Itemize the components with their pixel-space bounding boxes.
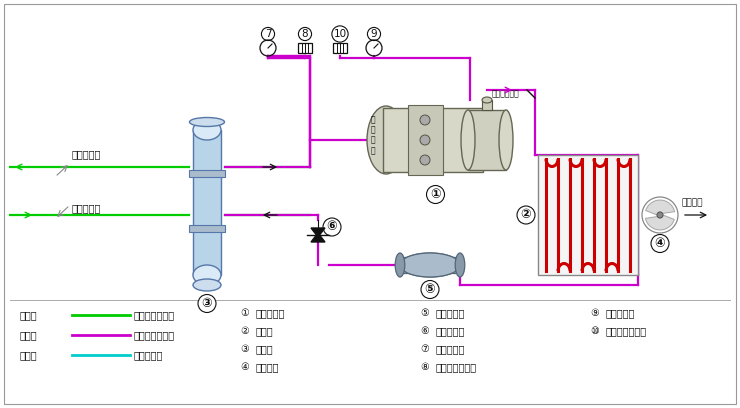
Ellipse shape xyxy=(193,279,221,291)
Ellipse shape xyxy=(455,253,465,277)
Bar xyxy=(193,130,221,275)
Text: ④: ④ xyxy=(240,362,249,372)
Text: 红色线: 红色线 xyxy=(20,330,38,340)
Ellipse shape xyxy=(461,110,475,170)
Polygon shape xyxy=(311,228,325,237)
Text: 制冷剂循环回路: 制冷剂循环回路 xyxy=(134,330,175,340)
Text: 水循环回路: 水循环回路 xyxy=(134,350,164,360)
Polygon shape xyxy=(646,200,675,215)
Text: 风向流动: 风向流动 xyxy=(682,198,704,207)
Ellipse shape xyxy=(395,253,405,277)
Text: 9: 9 xyxy=(371,29,377,39)
Ellipse shape xyxy=(193,265,221,285)
Text: 供液膨胀阀: 供液膨胀阀 xyxy=(436,326,465,336)
Bar xyxy=(538,155,638,275)
Polygon shape xyxy=(311,233,325,242)
Text: 10: 10 xyxy=(334,29,346,39)
Text: 载冷剂循环回路: 载冷剂循环回路 xyxy=(134,310,175,320)
Ellipse shape xyxy=(189,118,224,126)
Ellipse shape xyxy=(400,253,460,277)
Bar xyxy=(468,110,506,170)
Text: ①: ① xyxy=(240,308,249,318)
Text: ③: ③ xyxy=(202,297,212,310)
Text: 低
压
吸
气: 低 压 吸 气 xyxy=(371,115,375,155)
Text: 低压压力控制器: 低压压力控制器 xyxy=(436,362,477,372)
Text: 载冷剂出口: 载冷剂出口 xyxy=(72,149,101,159)
Text: ④: ④ xyxy=(655,237,665,250)
Text: ⑥: ⑥ xyxy=(420,326,428,336)
Ellipse shape xyxy=(499,110,513,170)
Bar xyxy=(383,108,483,172)
Text: ②: ② xyxy=(240,326,249,336)
Text: 冷却风扇: 冷却风扇 xyxy=(256,362,280,372)
Bar xyxy=(298,43,312,53)
Text: 8: 8 xyxy=(302,29,309,39)
Bar xyxy=(408,105,443,175)
Text: ⑥: ⑥ xyxy=(326,220,337,233)
Text: ⑩: ⑩ xyxy=(590,326,599,336)
Text: ③: ③ xyxy=(240,344,249,354)
Circle shape xyxy=(420,135,430,145)
Ellipse shape xyxy=(367,106,405,174)
Text: 绿色线: 绿色线 xyxy=(20,310,38,320)
Text: 干燥过滤器: 干燥过滤器 xyxy=(436,308,465,318)
Text: 7: 7 xyxy=(265,29,272,39)
Polygon shape xyxy=(645,215,674,230)
Bar xyxy=(482,100,492,110)
Text: 螺杆压缩机: 螺杆压缩机 xyxy=(256,308,286,318)
Text: 高压压力控制器: 高压压力控制器 xyxy=(606,326,647,336)
Text: 冷凝器: 冷凝器 xyxy=(256,326,274,336)
Text: ②: ② xyxy=(521,208,531,222)
Text: 载冷剂流入: 载冷剂流入 xyxy=(72,203,101,213)
Ellipse shape xyxy=(193,120,221,140)
Circle shape xyxy=(420,115,430,125)
Text: ⑤: ⑤ xyxy=(425,283,435,296)
Text: 蓝色线: 蓝色线 xyxy=(20,350,38,360)
Text: ⑨: ⑨ xyxy=(590,308,599,318)
Bar xyxy=(400,257,460,273)
Text: 高压排气流向: 高压排气流向 xyxy=(492,89,519,98)
Text: ⑧: ⑧ xyxy=(420,362,428,372)
Text: ⑦: ⑦ xyxy=(420,344,428,354)
Text: 高压压力表: 高压压力表 xyxy=(606,308,636,318)
Text: 低压压力表: 低压压力表 xyxy=(436,344,465,354)
Text: ⑤: ⑤ xyxy=(420,308,428,318)
Circle shape xyxy=(420,155,430,165)
Text: ①: ① xyxy=(430,188,441,201)
Bar xyxy=(189,170,225,177)
Bar xyxy=(333,43,347,53)
Text: 蒸发器: 蒸发器 xyxy=(256,344,274,354)
Ellipse shape xyxy=(400,253,460,277)
Ellipse shape xyxy=(482,97,492,103)
Circle shape xyxy=(657,212,663,218)
Bar xyxy=(189,225,225,232)
